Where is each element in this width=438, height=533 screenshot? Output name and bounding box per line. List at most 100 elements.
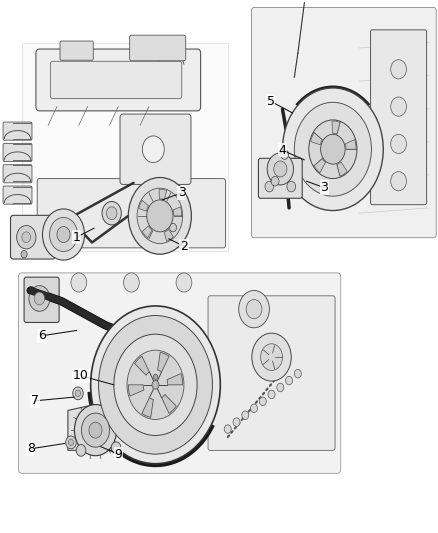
Circle shape [34, 292, 45, 305]
Circle shape [170, 223, 177, 232]
Circle shape [17, 225, 36, 249]
Circle shape [74, 405, 117, 456]
Circle shape [128, 177, 191, 254]
Circle shape [251, 404, 258, 413]
FancyBboxPatch shape [50, 61, 182, 99]
Polygon shape [337, 162, 347, 176]
Circle shape [265, 181, 274, 192]
Circle shape [22, 232, 31, 243]
FancyBboxPatch shape [3, 165, 32, 183]
Text: 4: 4 [279, 144, 286, 157]
Text: 8: 8 [27, 442, 35, 455]
Circle shape [321, 134, 345, 164]
Text: 9: 9 [114, 448, 122, 461]
Circle shape [106, 207, 117, 220]
Circle shape [271, 176, 279, 186]
Circle shape [267, 153, 293, 185]
Circle shape [153, 374, 158, 379]
Text: 5: 5 [267, 95, 275, 108]
Polygon shape [314, 159, 325, 173]
Polygon shape [311, 133, 322, 145]
Polygon shape [173, 207, 182, 216]
Circle shape [42, 209, 85, 260]
Text: 10: 10 [73, 369, 89, 382]
Circle shape [76, 445, 86, 456]
FancyBboxPatch shape [3, 143, 32, 161]
Circle shape [75, 390, 81, 397]
FancyBboxPatch shape [371, 30, 427, 205]
Circle shape [287, 181, 296, 192]
Polygon shape [164, 229, 173, 241]
Circle shape [114, 334, 197, 435]
Circle shape [391, 97, 406, 116]
Circle shape [57, 227, 70, 243]
Circle shape [68, 439, 74, 446]
Circle shape [391, 134, 406, 154]
Circle shape [294, 102, 371, 196]
FancyBboxPatch shape [120, 114, 191, 184]
Circle shape [89, 422, 102, 438]
Circle shape [259, 397, 266, 406]
Circle shape [142, 136, 164, 163]
Circle shape [274, 161, 287, 177]
Polygon shape [142, 398, 153, 417]
FancyBboxPatch shape [3, 186, 32, 204]
Circle shape [239, 290, 269, 328]
Circle shape [137, 188, 183, 244]
Text: 1: 1 [73, 231, 81, 244]
Circle shape [283, 88, 383, 211]
Polygon shape [332, 121, 340, 134]
Polygon shape [68, 405, 129, 450]
Polygon shape [159, 189, 166, 200]
Circle shape [99, 316, 212, 454]
Circle shape [124, 273, 139, 292]
Circle shape [73, 387, 83, 400]
FancyBboxPatch shape [37, 179, 226, 248]
Circle shape [281, 150, 289, 159]
Circle shape [66, 436, 76, 449]
Circle shape [252, 333, 291, 381]
Circle shape [91, 306, 220, 464]
Polygon shape [128, 385, 144, 396]
Circle shape [127, 350, 184, 419]
Circle shape [81, 413, 110, 447]
FancyBboxPatch shape [11, 215, 55, 259]
Circle shape [286, 376, 293, 385]
Polygon shape [162, 394, 176, 414]
Circle shape [294, 369, 301, 378]
FancyBboxPatch shape [251, 7, 436, 238]
Circle shape [246, 300, 262, 319]
Circle shape [21, 251, 27, 258]
FancyBboxPatch shape [60, 41, 93, 60]
Polygon shape [158, 352, 169, 372]
Circle shape [49, 217, 78, 252]
Text: 2: 2 [180, 240, 188, 253]
FancyBboxPatch shape [36, 49, 201, 111]
Circle shape [152, 381, 159, 389]
FancyBboxPatch shape [130, 35, 186, 61]
Polygon shape [22, 43, 228, 251]
Circle shape [102, 201, 121, 225]
Text: 6: 6 [38, 329, 46, 342]
Circle shape [242, 411, 249, 419]
Circle shape [309, 120, 357, 179]
Polygon shape [345, 140, 356, 149]
Circle shape [71, 273, 87, 292]
Circle shape [268, 390, 275, 399]
Polygon shape [167, 374, 183, 385]
Polygon shape [139, 200, 148, 211]
Circle shape [261, 344, 283, 370]
Circle shape [111, 442, 121, 454]
Circle shape [277, 383, 284, 392]
FancyBboxPatch shape [18, 273, 341, 473]
FancyBboxPatch shape [258, 158, 302, 198]
FancyBboxPatch shape [208, 296, 335, 450]
Circle shape [233, 418, 240, 426]
Circle shape [391, 60, 406, 79]
Text: 3: 3 [178, 187, 186, 199]
Circle shape [176, 273, 192, 292]
Polygon shape [142, 226, 152, 238]
FancyBboxPatch shape [24, 277, 59, 322]
Text: 7: 7 [31, 394, 39, 407]
Circle shape [391, 172, 406, 191]
